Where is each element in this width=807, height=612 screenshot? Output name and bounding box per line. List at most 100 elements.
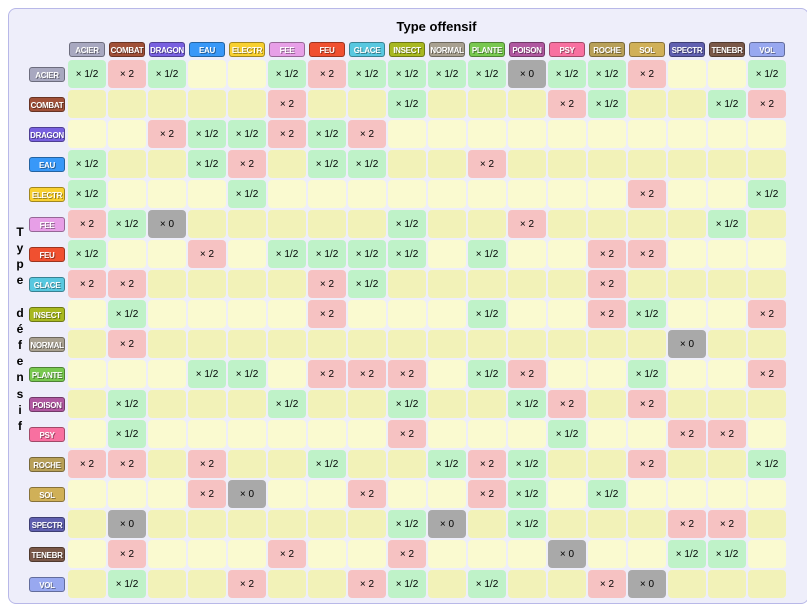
cell-spectr-poison: × 1/2 xyxy=(508,510,546,538)
cell-roche-roche xyxy=(588,450,626,478)
cell-dragon-tenebr xyxy=(708,120,746,148)
cell-tenebr-sol xyxy=(628,540,666,568)
cell-electr-tenebr xyxy=(708,180,746,208)
type-badge-sol: SOL xyxy=(629,42,665,57)
row-header-eau: EAU xyxy=(27,149,67,179)
cell-eau-acier: × 1/2 xyxy=(68,150,106,178)
cell-acier-spectr xyxy=(668,60,706,88)
cell-glace-normal xyxy=(428,270,466,298)
cell-poison-eau xyxy=(188,390,226,418)
type-badge-dragon: DRAGON xyxy=(29,127,65,142)
cell-glace-dragon xyxy=(148,270,186,298)
col-header-eau: EAU xyxy=(187,40,227,59)
cell-tenebr-poison xyxy=(508,540,546,568)
cell-roche-electr xyxy=(228,450,266,478)
cell-tenebr-eau xyxy=(188,540,226,568)
cell-sol-psy xyxy=(548,480,586,508)
cell-electr-eau xyxy=(188,180,226,208)
cell-normal-dragon xyxy=(148,330,186,358)
cell-normal-normal xyxy=(428,330,466,358)
cell-psy-tenebr: × 2 xyxy=(708,420,746,448)
cell-eau-sol xyxy=(628,150,666,178)
col-header-psy: PSY xyxy=(547,40,587,59)
cell-fee-poison: × 2 xyxy=(508,210,546,238)
cell-tenebr-electr xyxy=(228,540,266,568)
type-badge-insect: INSECT xyxy=(29,307,65,322)
cell-insect-plante: × 1/2 xyxy=(468,300,506,328)
type-badge-spectr: SPECTR xyxy=(29,517,65,532)
cell-vol-normal xyxy=(428,570,466,598)
cell-glace-electr xyxy=(228,270,266,298)
cell-tenebr-glace xyxy=(348,540,386,568)
cell-combat-dragon xyxy=(148,90,186,118)
cell-insect-normal xyxy=(428,300,466,328)
cell-dragon-feu: × 1/2 xyxy=(308,120,346,148)
cell-sol-poison: × 1/2 xyxy=(508,480,546,508)
cell-combat-roche: × 1/2 xyxy=(588,90,626,118)
cell-acier-dragon: × 1/2 xyxy=(148,60,186,88)
cell-roche-combat: × 2 xyxy=(108,450,146,478)
cell-normal-combat: × 2 xyxy=(108,330,146,358)
cell-plante-tenebr xyxy=(708,360,746,388)
cell-psy-electr xyxy=(228,420,266,448)
cell-glace-plante xyxy=(468,270,506,298)
cell-combat-sol xyxy=(628,90,666,118)
cell-spectr-eau xyxy=(188,510,226,538)
row-header-vol: VOL xyxy=(27,569,67,599)
cell-plante-spectr xyxy=(668,360,706,388)
cell-normal-glace xyxy=(348,330,386,358)
cell-tenebr-psy: × 0 xyxy=(548,540,586,568)
cell-tenebr-fee: × 2 xyxy=(268,540,306,568)
cell-feu-spectr xyxy=(668,240,706,268)
type-badge-spectr: SPECTR xyxy=(669,42,705,57)
col-header-vol: VOL xyxy=(747,40,787,59)
cell-plante-normal xyxy=(428,360,466,388)
cell-poison-roche xyxy=(588,390,626,418)
cell-acier-vol: × 1/2 xyxy=(748,60,786,88)
cell-roche-vol: × 1/2 xyxy=(748,450,786,478)
cell-normal-feu xyxy=(308,330,346,358)
cell-tenebr-insect: × 2 xyxy=(388,540,426,568)
cell-dragon-sol xyxy=(628,120,666,148)
cell-combat-plante xyxy=(468,90,506,118)
cell-insect-insect xyxy=(388,300,426,328)
cell-normal-poison xyxy=(508,330,546,358)
type-badge-dragon: DRAGON xyxy=(149,42,185,57)
cell-fee-psy xyxy=(548,210,586,238)
cell-glace-combat: × 2 xyxy=(108,270,146,298)
cell-glace-roche: × 2 xyxy=(588,270,626,298)
cell-feu-poison xyxy=(508,240,546,268)
type-badge-plante: PLANTE xyxy=(469,42,505,57)
type-badge-eau: EAU xyxy=(29,157,65,172)
cell-sol-insect xyxy=(388,480,426,508)
cell-electr-insect xyxy=(388,180,426,208)
cell-tenebr-vol xyxy=(748,540,786,568)
cell-spectr-normal: × 0 xyxy=(428,510,466,538)
cell-feu-roche: × 2 xyxy=(588,240,626,268)
cell-plante-fee xyxy=(268,360,306,388)
cell-electr-vol: × 1/2 xyxy=(748,180,786,208)
row-header-sol: SOL xyxy=(27,479,67,509)
offense-title: Type offensif xyxy=(69,13,804,40)
cell-fee-vol xyxy=(748,210,786,238)
type-badge-plante: PLANTE xyxy=(29,367,65,382)
cell-spectr-insect: × 1/2 xyxy=(388,510,426,538)
cell-insect-poison xyxy=(508,300,546,328)
row-header-fee: FEE xyxy=(27,209,67,239)
cell-combat-acier xyxy=(68,90,106,118)
cell-tenebr-tenebr: × 1/2 xyxy=(708,540,746,568)
cell-feu-glace: × 1/2 xyxy=(348,240,386,268)
cell-feu-sol: × 2 xyxy=(628,240,666,268)
cell-normal-acier xyxy=(68,330,106,358)
col-header-roche: ROCHE xyxy=(587,40,627,59)
cell-glace-vol xyxy=(748,270,786,298)
cell-vol-psy xyxy=(548,570,586,598)
cell-psy-eau xyxy=(188,420,226,448)
cell-tenebr-plante xyxy=(468,540,506,568)
cell-vol-poison xyxy=(508,570,546,598)
cell-fee-sol xyxy=(628,210,666,238)
cell-spectr-glace xyxy=(348,510,386,538)
type-badge-poison: POISON xyxy=(29,397,65,412)
cell-tenebr-dragon xyxy=(148,540,186,568)
cell-poison-tenebr xyxy=(708,390,746,418)
